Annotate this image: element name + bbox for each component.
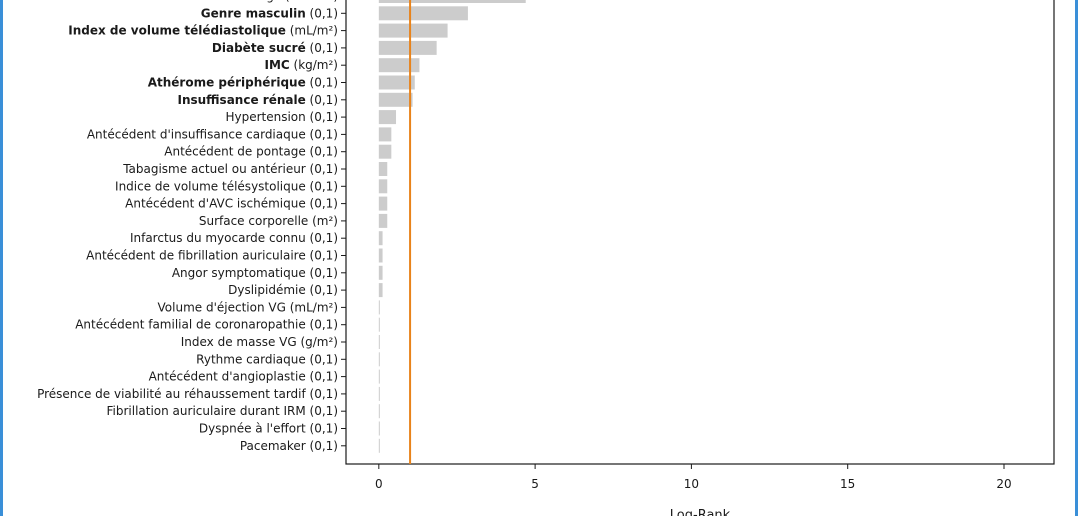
bar: [378, 300, 380, 315]
bar: [378, 352, 380, 367]
bar: [378, 335, 380, 349]
bar: [378, 127, 392, 142]
category-label: Âge (années): [258, 0, 338, 3]
bar: [378, 231, 383, 246]
category-label-bold: IMC: [264, 58, 289, 72]
category-label: Présence de viabilité au réhaussement ta…: [37, 387, 338, 401]
category-label-bold: Index de volume télédiastolique: [68, 24, 286, 38]
bar: [378, 213, 388, 228]
category-label: Index de masse VG (g/m²): [181, 335, 338, 349]
category-label-rest: Antécédent d'angioplastie (0,1): [149, 370, 338, 384]
x-axis: 0 5 10 15 20: [375, 464, 1012, 491]
bar: [378, 0, 526, 3]
category-label: Insuffisance rénale (0,1): [177, 93, 338, 107]
bar: [378, 162, 388, 176]
category-label: Hypertension (0,1): [225, 110, 338, 124]
x-tick-label: 10: [684, 477, 699, 491]
category-label-bold: Genre masculin: [201, 6, 306, 20]
category-label: Antécédent de pontage (0,1): [164, 145, 338, 159]
x-tick-label: 5: [531, 477, 539, 491]
category-labels: Âge (années) Genre masculin (0,1) Index de…: [37, 0, 346, 453]
category-label: Antécédent d'AVC ischémique (0,1): [125, 197, 338, 211]
bar: [378, 369, 380, 384]
category-label-rest: (0,1): [306, 41, 338, 55]
category-label: Pacemaker (0,1): [240, 439, 338, 453]
x-tick-label: 0: [375, 477, 383, 491]
category-label-rest: (kg/m²): [290, 58, 338, 72]
category-label: Infarctus du myocarde connu (0,1): [130, 231, 338, 245]
category-label-rest: (0,1): [306, 6, 338, 20]
category-label-rest: Âge (années): [258, 0, 338, 3]
bars-group: [378, 0, 526, 453]
bar: [378, 196, 388, 211]
category-label-rest: Pacemaker (0,1): [240, 439, 338, 453]
category-label-rest: Tabagisme actuel ou antérieur (0,1): [122, 162, 338, 176]
bar: [378, 6, 468, 21]
category-label-rest: Présence de viabilité au réhaussement ta…: [37, 387, 338, 401]
category-label: Fibrillation auriculaire durant IRM (0,1…: [106, 404, 338, 418]
bar: [378, 404, 380, 419]
category-label-rest: (0,1): [306, 93, 338, 107]
bar: [378, 58, 420, 73]
bar: [378, 75, 415, 90]
category-label-rest: Antécédent d'AVC ischémique (0,1): [125, 197, 338, 211]
bar: [378, 110, 397, 125]
category-label: Genre masculin (0,1): [201, 6, 338, 20]
category-label: Antécédent d'insuffisance cardiaque (0,1…: [87, 127, 338, 141]
bar: [378, 438, 380, 453]
category-label-rest: (0,1): [306, 76, 338, 90]
bar: [378, 179, 388, 194]
category-label: Antécédent familial de coronaropathie (0…: [75, 318, 338, 332]
category-label-rest: Indice de volume télésystolique (0,1): [115, 179, 338, 193]
category-label-rest: Angor symptomatique (0,1): [172, 266, 338, 280]
category-label-rest: Antécédent de pontage (0,1): [164, 145, 338, 159]
bar: [378, 421, 380, 436]
category-label-rest: Volume d'éjection VG (mL/m²): [158, 300, 338, 314]
category-label: Rythme cardiaque (0,1): [196, 352, 338, 366]
category-label-rest: Antécédent d'insuffisance cardiaque (0,1…: [87, 127, 338, 141]
category-label: Surface corporelle (m²): [199, 214, 338, 228]
category-label: Diabète sucré (0,1): [212, 41, 338, 55]
plot-area-frame: [345, 0, 1055, 465]
bar: [378, 386, 380, 401]
category-label-rest: (mL/m²): [286, 24, 338, 38]
category-label-rest: Antécédent de fibrillation auriculaire (…: [86, 249, 338, 263]
x-axis-label: Log-Rank: [670, 508, 731, 516]
bar: [378, 283, 383, 298]
category-label: Dyspnée à l'effort (0,1): [199, 422, 338, 436]
category-label-rest: Infarctus du myocarde connu (0,1): [130, 231, 338, 245]
category-label-bold: Diabète sucré: [212, 41, 306, 55]
category-label: Dyslipidémie (0,1): [228, 283, 338, 297]
category-label: Indice de volume télésystolique (0,1): [115, 179, 338, 193]
bar: [378, 265, 383, 280]
category-label-rest: Index de masse VG (g/m²): [181, 335, 338, 349]
category-label: Antécédent d'angioplastie (0,1): [149, 370, 338, 384]
bar: [378, 92, 413, 107]
category-label-rest: Hypertension (0,1): [225, 110, 338, 124]
category-label: Angor symptomatique (0,1): [172, 266, 338, 280]
bar: [378, 40, 437, 55]
category-label-rest: Surface corporelle (m²): [199, 214, 338, 228]
category-label-bold: Insuffisance rénale: [177, 93, 305, 107]
category-label-rest: Antécédent familial de coronaropathie (0…: [75, 318, 338, 332]
category-label: Volume d'éjection VG (mL/m²): [158, 300, 338, 314]
category-label-bold: Athérome périphérique: [148, 76, 306, 90]
x-tick-label: 20: [996, 477, 1011, 491]
category-label-rest: Rythme cardiaque (0,1): [196, 352, 338, 366]
bar: [378, 317, 380, 332]
category-label: Antécédent de fibrillation auriculaire (…: [86, 249, 338, 263]
category-label: IMC (kg/m²): [264, 58, 338, 72]
bar: [378, 144, 392, 159]
category-label-rest: Fibrillation auriculaire durant IRM (0,1…: [106, 404, 338, 418]
category-label: Athérome périphérique (0,1): [148, 76, 338, 90]
log-rank-bar-chart: Âge (années) Genre masculin (0,1) Index de…: [37, 0, 1055, 516]
category-label-rest: Dyslipidémie (0,1): [228, 283, 338, 297]
x-tick-label: 15: [840, 477, 855, 491]
bar: [378, 248, 383, 263]
category-label: Index de volume télédiastolique (mL/m²): [68, 24, 338, 38]
bar: [378, 23, 448, 38]
category-label: Tabagisme actuel ou antérieur (0,1): [122, 162, 338, 176]
category-label-rest: Dyspnée à l'effort (0,1): [199, 422, 338, 436]
